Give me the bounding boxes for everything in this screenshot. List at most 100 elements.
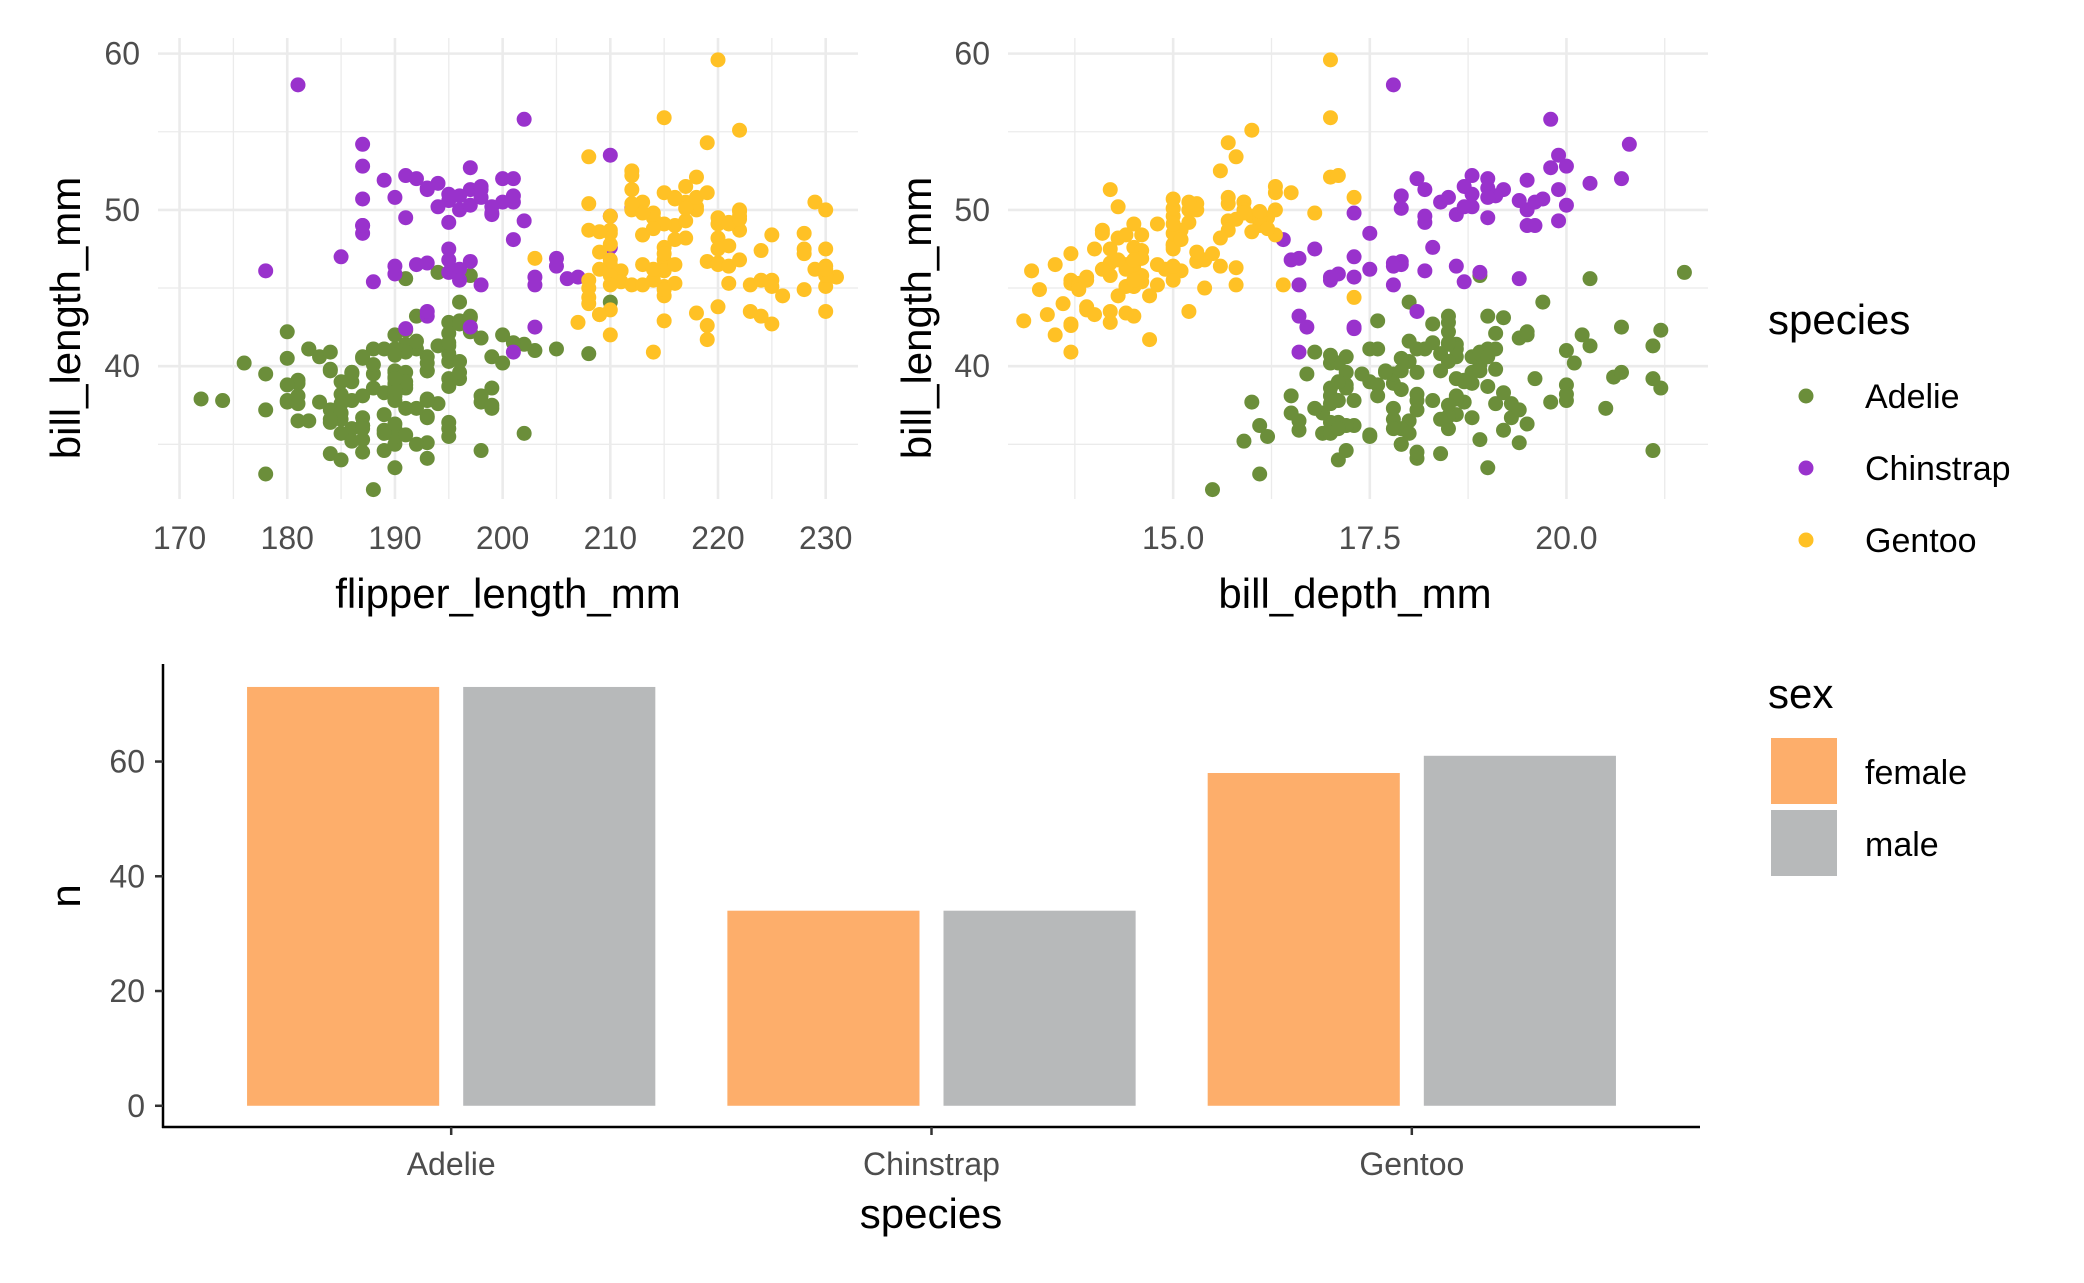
point-gentoo	[527, 250, 543, 266]
point-adelie	[1322, 347, 1338, 363]
point-adelie	[1645, 338, 1661, 354]
point-chinstrap	[1291, 344, 1307, 360]
p2-y-tick-labels: 40 50 60	[954, 36, 990, 385]
point-adelie	[1385, 421, 1401, 437]
point-gentoo	[1055, 296, 1071, 312]
p3-y-ticks: 0 20 40 60	[109, 744, 163, 1124]
scatter-flipper-vs-bill-length: 40 50 60 170 180 190 200 210 220 230 flipper_len…	[42, 36, 858, 617]
point-chinstrap	[516, 111, 532, 127]
point-gentoo	[1165, 272, 1181, 288]
point-adelie	[387, 382, 403, 398]
point-adelie	[1558, 386, 1574, 402]
point-gentoo	[656, 282, 672, 298]
point-chinstrap	[290, 77, 306, 93]
point-gentoo	[699, 135, 715, 151]
point-adelie	[1362, 341, 1378, 357]
point-adelie	[355, 444, 371, 460]
point-chinstrap	[419, 303, 435, 319]
point-gentoo	[1126, 272, 1142, 288]
point-gentoo	[1212, 163, 1228, 179]
point-adelie	[1543, 394, 1559, 410]
species-legend-title: species	[1768, 296, 1910, 343]
point-gentoo	[807, 194, 823, 210]
point-adelie	[419, 408, 435, 424]
point-gentoo	[1212, 230, 1228, 246]
point-chinstrap	[452, 188, 468, 204]
point-gentoo	[592, 244, 608, 260]
point-adelie	[1488, 361, 1504, 377]
point-gentoo	[624, 196, 640, 212]
p1-x-tick-label: 170	[153, 520, 206, 556]
point-gentoo	[656, 313, 672, 329]
point-chinstrap	[505, 188, 521, 204]
point-gentoo	[602, 327, 618, 343]
point-gentoo	[1063, 316, 1079, 332]
point-chinstrap	[1456, 178, 1472, 194]
point-chinstrap	[1346, 205, 1362, 221]
point-gentoo	[1236, 205, 1252, 221]
point-chinstrap	[1613, 171, 1629, 187]
point-adelie	[322, 411, 338, 427]
point-gentoo	[796, 246, 812, 262]
point-adelie	[258, 466, 274, 482]
point-gentoo	[1228, 277, 1244, 293]
point-gentoo	[753, 243, 769, 259]
point-gentoo	[1197, 280, 1213, 296]
point-chinstrap	[1543, 160, 1559, 176]
point-chinstrap	[452, 272, 468, 288]
point-adelie	[1330, 421, 1346, 437]
p1-x-tick-label: 210	[584, 520, 637, 556]
point-chinstrap	[495, 171, 511, 187]
point-chinstrap	[355, 218, 371, 234]
point-chinstrap	[505, 171, 521, 187]
point-adelie	[365, 357, 381, 373]
point-adelie	[1472, 363, 1488, 379]
scatter-bill-depth-vs-bill-length: 40 50 60 15.0 17.5 20.0 bill_depth_mm bill_l…	[893, 36, 1708, 617]
point-gentoo	[1181, 194, 1197, 210]
point-chinstrap	[1621, 136, 1637, 152]
point-gentoo	[732, 203, 748, 219]
sex-legend-title: sex	[1768, 670, 1833, 717]
point-gentoo	[1149, 277, 1165, 293]
point-adelie	[548, 341, 564, 357]
p3-x-tick-label: Adelie	[407, 1146, 496, 1182]
point-chinstrap	[1417, 208, 1433, 224]
point-gentoo	[678, 213, 694, 229]
p1-y-tick-label: 40	[104, 348, 140, 384]
p3-y-axis-title: n	[42, 884, 89, 907]
point-adelie	[1252, 418, 1268, 434]
point-gentoo	[1024, 263, 1040, 279]
point-adelie	[1244, 394, 1260, 410]
point-adelie	[193, 391, 209, 407]
point-gentoo	[1181, 303, 1197, 319]
point-gentoo	[818, 278, 834, 294]
point-adelie	[279, 377, 295, 393]
point-gentoo	[1322, 110, 1338, 126]
point-gentoo	[667, 232, 683, 248]
point-adelie	[1480, 460, 1496, 476]
point-chinstrap	[398, 321, 414, 337]
p1-y-tick-label: 50	[104, 192, 140, 228]
point-gentoo	[1307, 205, 1323, 221]
point-chinstrap	[1283, 252, 1299, 268]
point-adelie	[452, 364, 468, 380]
point-adelie	[1370, 377, 1386, 393]
point-adelie	[1236, 433, 1252, 449]
point-adelie	[355, 421, 371, 437]
point-adelie	[1464, 410, 1480, 426]
p3-y-tick-label: 60	[109, 744, 145, 780]
point-gentoo	[1102, 303, 1118, 319]
point-adelie	[1535, 294, 1551, 310]
legend-label-gentoo: Gentoo	[1865, 522, 1977, 560]
p1-points	[193, 52, 844, 498]
point-adelie	[495, 355, 511, 371]
point-chinstrap	[1551, 213, 1567, 229]
p2-points	[1016, 52, 1692, 498]
point-gentoo	[732, 122, 748, 138]
point-gentoo	[753, 272, 769, 288]
point-gentoo	[581, 272, 597, 288]
legend-label-female: female	[1865, 754, 1967, 792]
point-gentoo	[742, 303, 758, 319]
point-gentoo	[1149, 216, 1165, 232]
point-chinstrap	[1393, 188, 1409, 204]
